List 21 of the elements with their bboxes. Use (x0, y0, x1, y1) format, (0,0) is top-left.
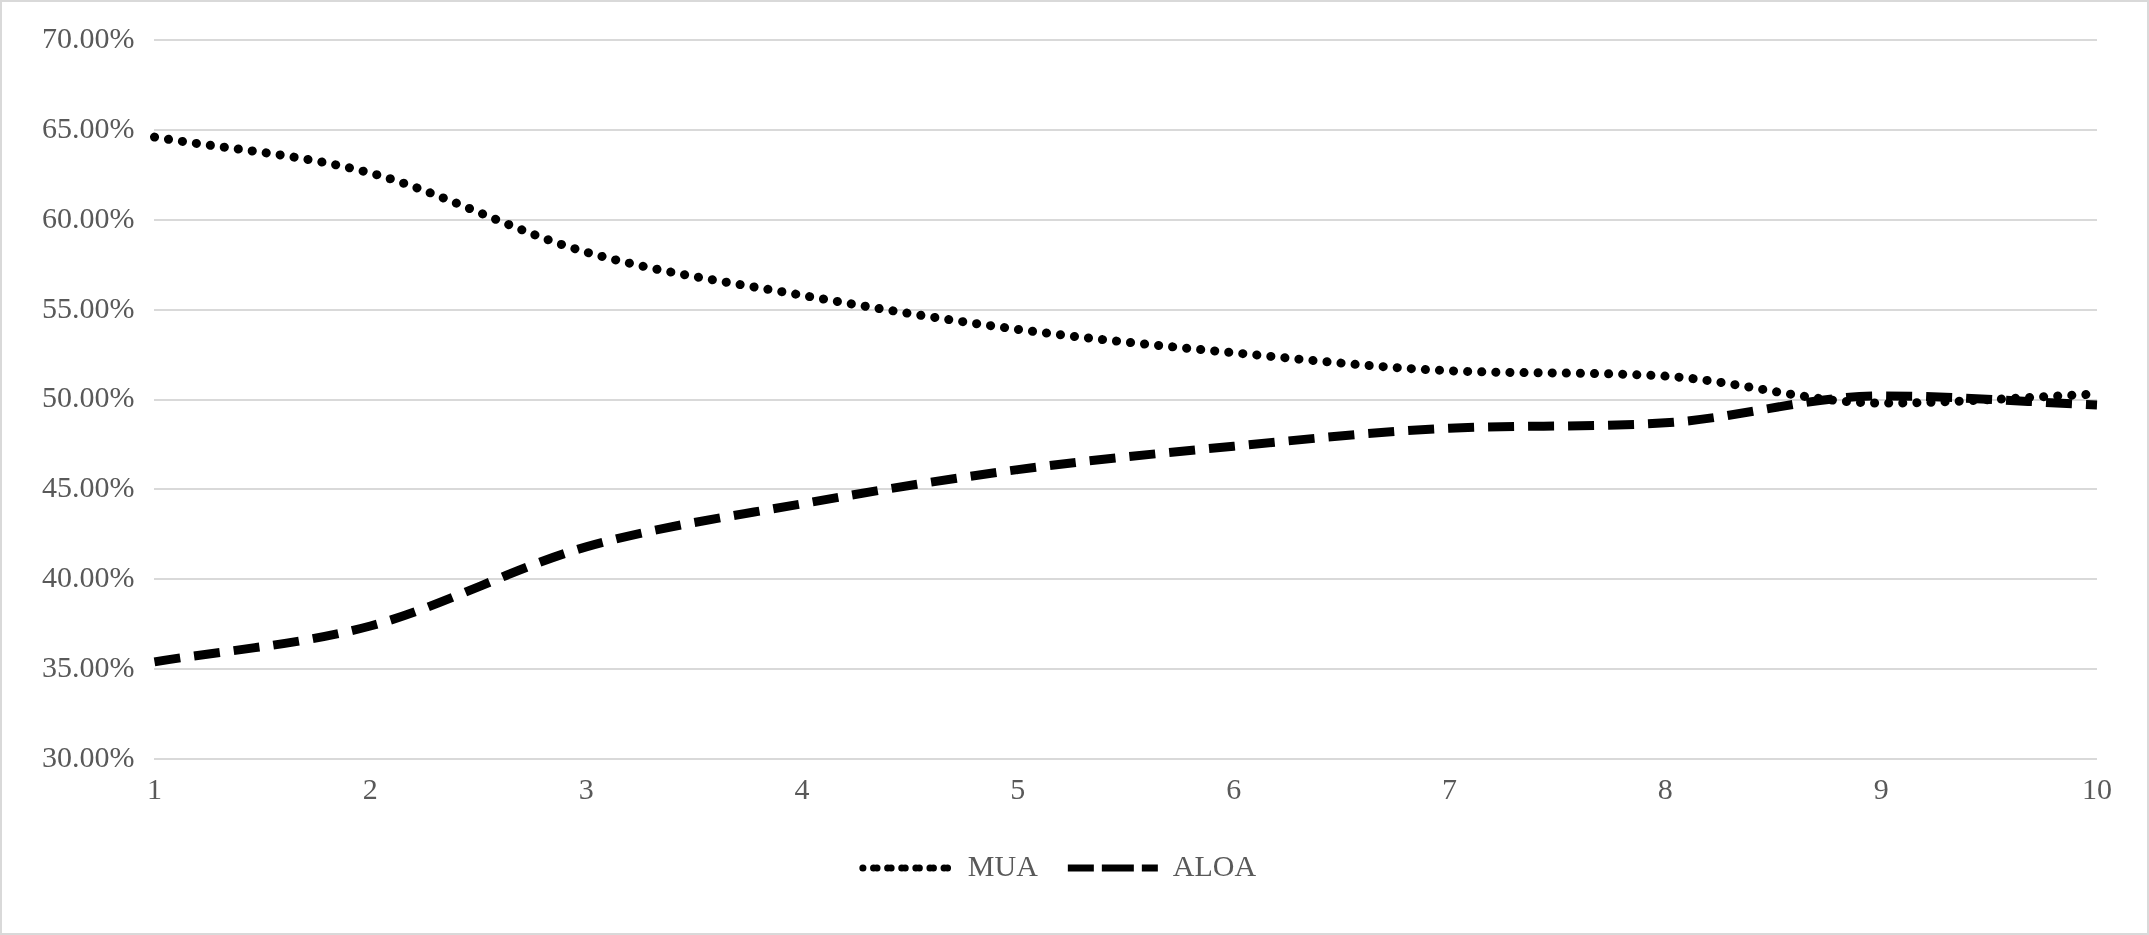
x-tick-label: 1 (146, 771, 162, 805)
y-tick-label: 55.00% (41, 290, 135, 324)
legend-label: ALOA (1172, 848, 1257, 882)
x-tick-label: 3 (578, 771, 594, 805)
y-tick-label: 40.00% (41, 560, 135, 594)
y-tick-label: 60.00% (41, 200, 135, 234)
y-tick-label: 50.00% (41, 380, 135, 414)
x-tick-label: 5 (1010, 771, 1026, 805)
x-tick-label: 2 (362, 771, 378, 805)
x-tick-label: 4 (794, 771, 810, 805)
x-tick-label: 7 (1442, 771, 1457, 805)
x-tick-label: 6 (1226, 771, 1242, 805)
y-tick-label: 30.00% (41, 739, 135, 773)
y-tick-label: 70.00% (41, 20, 135, 54)
legend-label: MUA (967, 848, 1039, 882)
y-tick-label: 35.00% (41, 650, 135, 683)
x-tick-label: 10 (2082, 771, 2112, 805)
y-tick-label: 45.00% (41, 470, 135, 504)
y-tick-label: 65.00% (41, 110, 135, 144)
x-tick-label: 9 (1873, 771, 1889, 805)
x-tick-label: 8 (1657, 771, 1673, 805)
